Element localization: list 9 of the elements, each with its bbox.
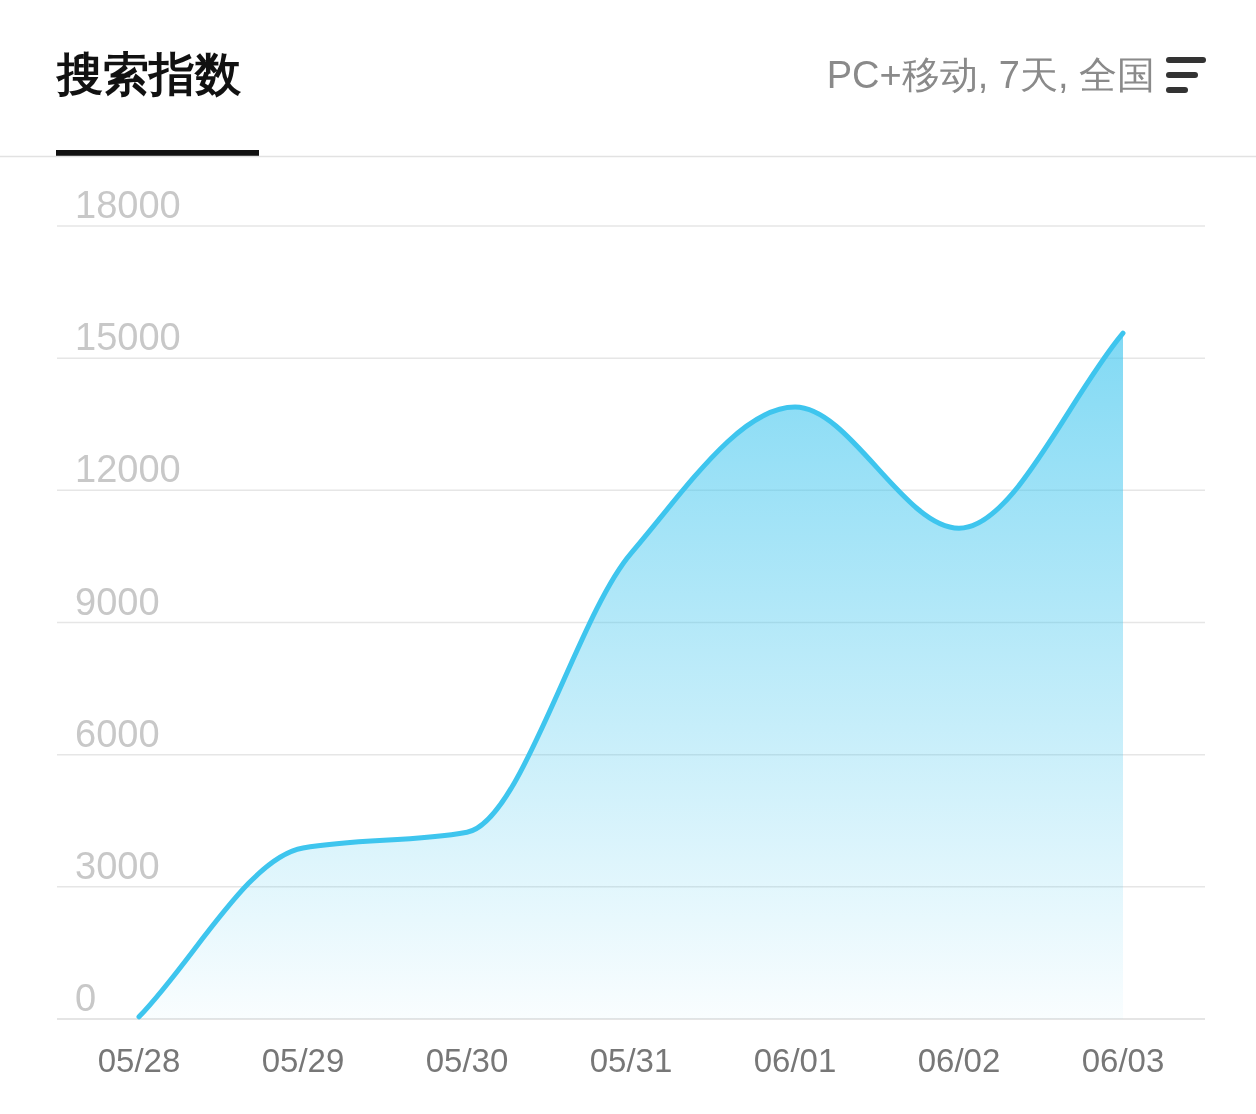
x-tick-label: 06/01: [753, 1042, 837, 1079]
x-tick-label: 06/03: [1081, 1042, 1165, 1079]
subtitle: PC+移动, 7天, 全国: [826, 54, 1155, 96]
x-tick-label: 05/28: [97, 1042, 181, 1079]
x-tick-label: 05/31: [589, 1042, 673, 1079]
x-tick-label: 06/02: [917, 1042, 1001, 1079]
x-tick-label: 05/29: [261, 1042, 345, 1079]
title: 搜索指数: [57, 48, 241, 100]
x-tick-label: 05/30: [425, 1042, 509, 1079]
